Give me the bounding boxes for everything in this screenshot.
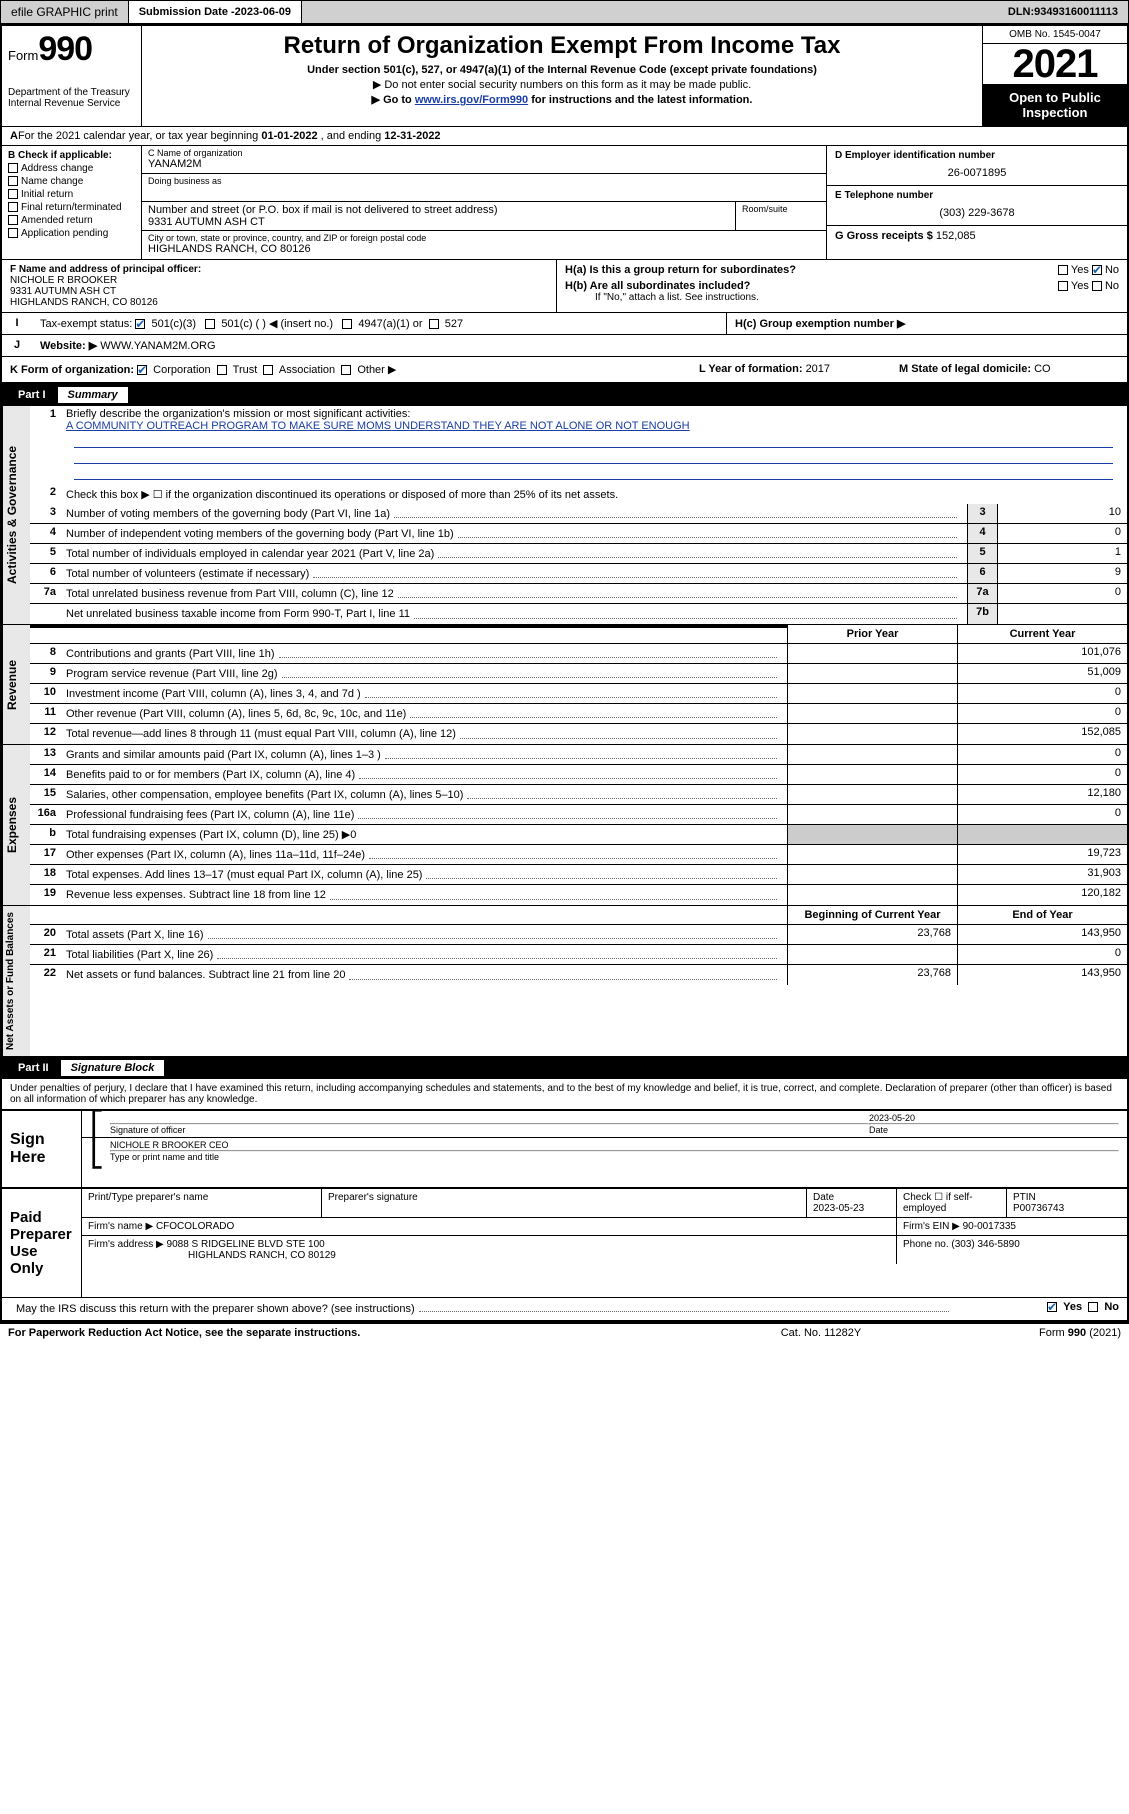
irs-link[interactable]: www.irs.gov/Form990 bbox=[415, 94, 528, 106]
checkbox-501c3[interactable] bbox=[135, 319, 145, 329]
may-discuss-yes[interactable] bbox=[1047, 1302, 1057, 1312]
checkbox-final-return-terminated[interactable]: Final return/terminated bbox=[8, 202, 135, 213]
form-subtitle-1: Under section 501(c), 527, or 4947(a)(1)… bbox=[146, 64, 978, 76]
checkbox-corporation[interactable] bbox=[137, 365, 147, 375]
page-footer: For Paperwork Reduction Act Notice, see … bbox=[0, 1324, 1129, 1342]
line-16a: 16aProfessional fundraising fees (Part I… bbox=[30, 805, 1127, 825]
gov-row-6: 6Total number of volunteers (estimate if… bbox=[30, 564, 1127, 584]
gov-row-7b: Net unrelated business taxable income fr… bbox=[30, 604, 1127, 624]
form-subtitle-2: ▶ Do not enter social security numbers o… bbox=[146, 78, 978, 91]
line-b: bTotal fundraising expenses (Part IX, co… bbox=[30, 825, 1127, 845]
line-10: 10Investment income (Part VIII, column (… bbox=[30, 684, 1127, 704]
part-2-header: Part II Signature Block bbox=[2, 1057, 1127, 1079]
row-k-l-m: K Form of organization: Corporation Trus… bbox=[2, 357, 1127, 384]
line-a-tax-year: AFor the 2021 calendar year, or tax year… bbox=[2, 127, 1127, 146]
form-header: Form990 Department of the TreasuryIntern… bbox=[2, 26, 1127, 127]
officer-signed-name: NICHOLE R BROOKER CEO bbox=[110, 1140, 229, 1150]
gross-receipts: 152,085 bbox=[936, 230, 976, 242]
may-discuss: May the IRS discuss this return with the… bbox=[10, 1301, 959, 1317]
form-title: Return of Organization Exempt From Incom… bbox=[146, 32, 978, 60]
col-de: D Employer identification number 26-0071… bbox=[827, 146, 1127, 259]
topbar-spacer bbox=[302, 1, 998, 23]
sign-here-block: Sign Here ⎡ Signature of officer 2023-05… bbox=[2, 1109, 1127, 1187]
perjury-declaration: Under penalties of perjury, I declare th… bbox=[2, 1079, 1127, 1109]
open-public-badge: Open to Public Inspection bbox=[983, 84, 1127, 126]
officer-name: NICHOLE R BROOKER bbox=[10, 275, 117, 286]
top-bar: efile GRAPHIC print Submission Date - 20… bbox=[0, 0, 1129, 24]
sidebar-governance: Activities & Governance bbox=[2, 406, 30, 624]
gov-row-3: 3Number of voting members of the governi… bbox=[30, 504, 1127, 524]
checkbox-amended-return[interactable]: Amended return bbox=[8, 215, 135, 226]
line-12: 12Total revenue—add lines 8 through 11 (… bbox=[30, 724, 1127, 744]
line-9: 9Program service revenue (Part VIII, lin… bbox=[30, 664, 1127, 684]
checkbox-name-change[interactable]: Name change bbox=[8, 176, 135, 187]
tax-year: 2021 bbox=[983, 44, 1127, 84]
checkbox-application-pending[interactable]: Application pending bbox=[8, 228, 135, 239]
mission-text[interactable]: A COMMUNITY OUTREACH PROGRAM TO MAKE SUR… bbox=[66, 420, 690, 432]
street-address: 9331 AUTUMN ASH CT bbox=[148, 216, 729, 228]
org-name: YANAM2M bbox=[148, 158, 820, 170]
col-b-checkboxes: B Check if applicable: Address changeNam… bbox=[2, 146, 142, 259]
line-21: 21Total liabilities (Part X, line 26)0 bbox=[30, 945, 1127, 965]
gov-row-5: 5Total number of individuals employed in… bbox=[30, 544, 1127, 564]
form-subtitle-3: ▶ Go to www.irs.gov/Form990 for instruct… bbox=[146, 93, 978, 106]
row-f-h: F Name and address of principal officer:… bbox=[2, 260, 1127, 313]
sidebar-net-assets: Net Assets or Fund Balances bbox=[2, 906, 30, 1056]
section-revenue: Revenue Prior Year Current Year 8Contrib… bbox=[2, 625, 1127, 745]
section-net-assets: Net Assets or Fund Balances Beginning of… bbox=[2, 906, 1127, 1057]
gov-row-7a: 7aTotal unrelated business revenue from … bbox=[30, 584, 1127, 604]
telephone: (303) 229-3678 bbox=[835, 207, 1119, 219]
checkbox-address-change[interactable]: Address change bbox=[8, 163, 135, 174]
sidebar-expenses: Expenses bbox=[2, 745, 30, 905]
line-19: 19Revenue less expenses. Subtract line 1… bbox=[30, 885, 1127, 905]
room-suite: Room/suite bbox=[736, 202, 826, 230]
efile-print-button[interactable]: efile GRAPHIC print bbox=[1, 1, 129, 23]
line-13: 13Grants and similar amounts paid (Part … bbox=[30, 745, 1127, 765]
city-state-zip: HIGHLANDS RANCH, CO 80126 bbox=[148, 243, 820, 255]
preparer-firm: CFOCOLORADO bbox=[156, 1221, 234, 1232]
paid-preparer-block: Paid Preparer Use Only Print/Type prepar… bbox=[2, 1187, 1127, 1297]
may-discuss-no[interactable] bbox=[1088, 1302, 1098, 1312]
part-1-header: Part I Summary bbox=[2, 384, 1127, 406]
dln: DLN: 93493160011113 bbox=[998, 1, 1128, 23]
website: WWW.YANAM2M.ORG bbox=[100, 340, 215, 352]
line-11: 11Other revenue (Part VIII, column (A), … bbox=[30, 704, 1127, 724]
line-8: 8Contributions and grants (Part VIII, li… bbox=[30, 644, 1127, 664]
sidebar-revenue: Revenue bbox=[2, 625, 30, 744]
identity-block: B Check if applicable: Address changeNam… bbox=[2, 146, 1127, 260]
form-number: Form990 bbox=[8, 30, 135, 69]
row-j-website: J Website: ▶ WWW.YANAM2M.ORG bbox=[2, 335, 1127, 357]
submission-date: Submission Date - 2023-06-09 bbox=[129, 1, 302, 23]
ein: 26-0071895 bbox=[835, 167, 1119, 179]
line-18: 18Total expenses. Add lines 13–17 (must … bbox=[30, 865, 1127, 885]
line-14: 14Benefits paid to or for members (Part … bbox=[30, 765, 1127, 785]
row-i: I Tax-exempt status: 501(c)(3) 501(c) ( … bbox=[2, 313, 1127, 335]
line-20: 20Total assets (Part X, line 16)23,76814… bbox=[30, 925, 1127, 945]
section-expenses: Expenses 13Grants and similar amounts pa… bbox=[2, 745, 1127, 906]
line-22: 22Net assets or fund balances. Subtract … bbox=[30, 965, 1127, 985]
gov-row-4: 4Number of independent voting members of… bbox=[30, 524, 1127, 544]
section-governance: Activities & Governance 1 Briefly descri… bbox=[2, 406, 1127, 625]
line-15: 15Salaries, other compensation, employee… bbox=[30, 785, 1127, 805]
checkbox-initial-return[interactable]: Initial return bbox=[8, 189, 135, 200]
col-c-name-address: C Name of organization YANAM2M Doing bus… bbox=[142, 146, 827, 259]
form-container: Form990 Department of the TreasuryIntern… bbox=[0, 24, 1129, 1324]
dept-treasury: Department of the TreasuryInternal Reven… bbox=[8, 87, 135, 109]
line-17: 17Other expenses (Part IX, column (A), l… bbox=[30, 845, 1127, 865]
